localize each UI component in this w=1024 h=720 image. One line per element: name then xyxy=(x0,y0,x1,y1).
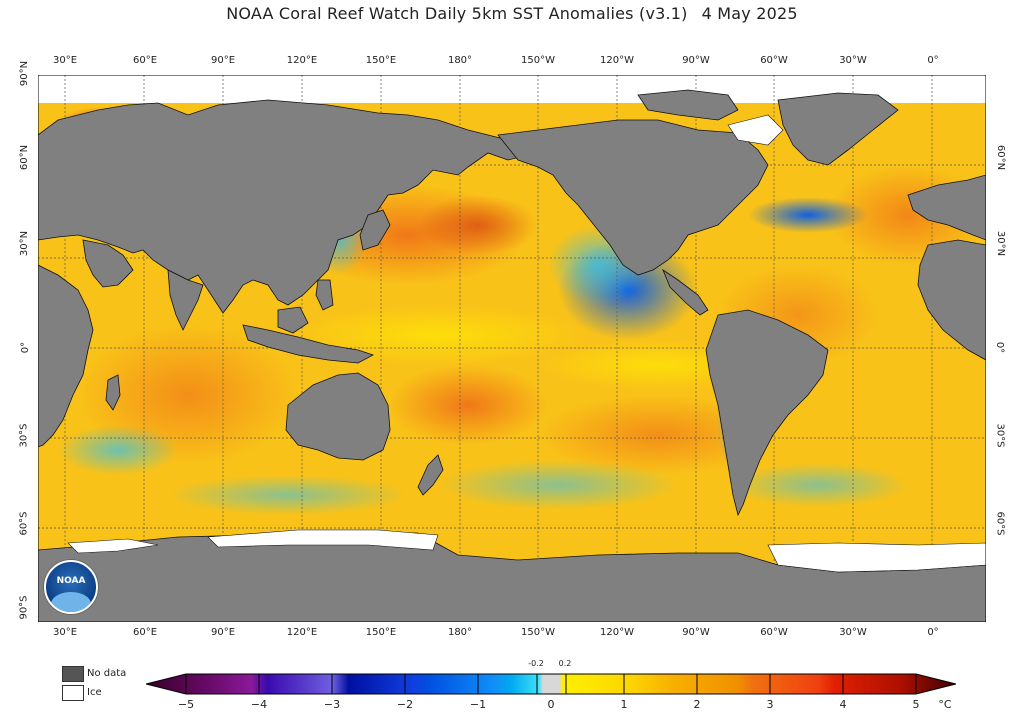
sst-anomaly-map xyxy=(38,75,986,622)
logo-text: NOAA xyxy=(56,576,86,586)
greenland-land xyxy=(777,92,899,166)
lon-label-bottom: 60°W xyxy=(760,627,788,638)
lon-label-bottom: 60°E xyxy=(132,627,158,638)
map-title: NOAA Coral Reef Watch Daily 5km SST Anom… xyxy=(0,4,1024,23)
colorbar-unit: °C xyxy=(938,698,952,711)
colorbar-small-tick: -0.2 xyxy=(528,659,544,668)
lat-label-right: 30°N xyxy=(995,230,1007,257)
lon-label-bottom: 180° xyxy=(447,627,473,638)
nw-africa-land xyxy=(917,239,986,361)
arctic-islands-land xyxy=(637,89,739,121)
south-america-land xyxy=(705,309,829,517)
lon-label-top: 150°E xyxy=(365,55,397,66)
lon-label-top: 120°W xyxy=(600,55,634,66)
colorbar-tick-label: 0 xyxy=(547,698,555,711)
lon-label-bottom: 120°W xyxy=(600,627,634,638)
lon-label-top: 30°W xyxy=(839,55,867,66)
newzealand-land xyxy=(417,454,444,496)
ice-swatch xyxy=(62,685,84,701)
australia-land xyxy=(285,372,391,461)
lon-label-top: 90°W xyxy=(682,55,710,66)
colorbar xyxy=(146,673,956,695)
colorbar-ticks xyxy=(185,674,917,694)
lon-label-bottom: 0° xyxy=(927,627,939,638)
colorbar-tick-label: −1 xyxy=(469,698,487,711)
lat-label-left: 90°S xyxy=(18,595,30,620)
lat-label-right: 30°S xyxy=(994,423,1006,448)
lon-label-top: 60°E xyxy=(132,55,158,66)
noaa-logo: NOAA xyxy=(44,560,98,614)
lat-label-left: 60°N xyxy=(19,144,31,171)
colorbar-tick-label: 2 xyxy=(693,698,701,711)
lon-label-top: 0° xyxy=(927,55,939,66)
lon-label-top: 120°E xyxy=(286,55,318,66)
title-text: NOAA Coral Reef Watch Daily 5km SST Anom… xyxy=(226,4,688,23)
ice-label: Ice xyxy=(87,687,102,698)
sea-ice xyxy=(67,114,986,573)
colorbar-tick-label: −3 xyxy=(323,698,341,711)
no-data-swatch xyxy=(62,666,84,682)
logo-wave xyxy=(51,592,91,612)
lon-label-bottom: 90°E xyxy=(210,627,236,638)
colorbar-tick-label: 1 xyxy=(620,698,628,711)
lon-label-bottom: 90°W xyxy=(682,627,710,638)
philippines-land xyxy=(315,279,334,311)
eurasia-land xyxy=(38,99,529,314)
colorbar-gradient xyxy=(146,673,956,695)
lat-label-left: 30°N xyxy=(19,230,31,257)
lon-label-bottom: 150°E xyxy=(365,627,397,638)
title-date: 4 May 2025 xyxy=(701,4,798,23)
colorbar-tick-label: 3 xyxy=(766,698,774,711)
borneo-land xyxy=(277,306,309,334)
arabia-land xyxy=(82,239,134,288)
lat-label-right: 0° xyxy=(994,341,1006,354)
colorbar-tick-label: 5 xyxy=(912,698,920,711)
colorbar-tick-label: −2 xyxy=(396,698,414,711)
lon-label-top: 60°W xyxy=(760,55,788,66)
lon-label-top: 90°E xyxy=(210,55,236,66)
anomaly-field xyxy=(58,107,986,515)
lat-label-left: 60°S xyxy=(18,511,30,536)
lat-label-left: 0° xyxy=(20,341,32,354)
lon-label-bottom: 120°E xyxy=(286,627,318,638)
madagascar-land xyxy=(105,374,121,411)
lat-label-right: 60°N xyxy=(995,144,1007,171)
lat-label-left: 30°S xyxy=(18,423,30,448)
japan-land xyxy=(359,209,391,251)
lon-label-bottom: 150°W xyxy=(521,627,555,638)
lat-label-left: 90°N xyxy=(19,60,31,87)
central-america-land xyxy=(662,268,709,316)
lon-label-top: 30°E xyxy=(52,55,78,66)
lon-label-bottom: 30°W xyxy=(839,627,867,638)
africa-land xyxy=(38,264,94,448)
lon-label-top: 150°W xyxy=(521,55,555,66)
colorbar-tick-label: −4 xyxy=(250,698,268,711)
land-masses xyxy=(38,89,986,622)
colorbar-tick-label: 4 xyxy=(839,698,847,711)
india-land xyxy=(167,269,204,331)
north-america-land xyxy=(497,119,769,276)
colorbar-small-tick: 0.2 xyxy=(558,659,572,668)
lat-label-right: 60°S xyxy=(994,511,1006,536)
indonesia-land xyxy=(242,324,375,364)
no-data-label: No data xyxy=(87,668,127,679)
colorbar-tick-label: −5 xyxy=(177,698,195,711)
lon-label-top: 180° xyxy=(447,55,473,66)
europe-land xyxy=(907,174,986,241)
lon-label-bottom: 30°E xyxy=(52,627,78,638)
